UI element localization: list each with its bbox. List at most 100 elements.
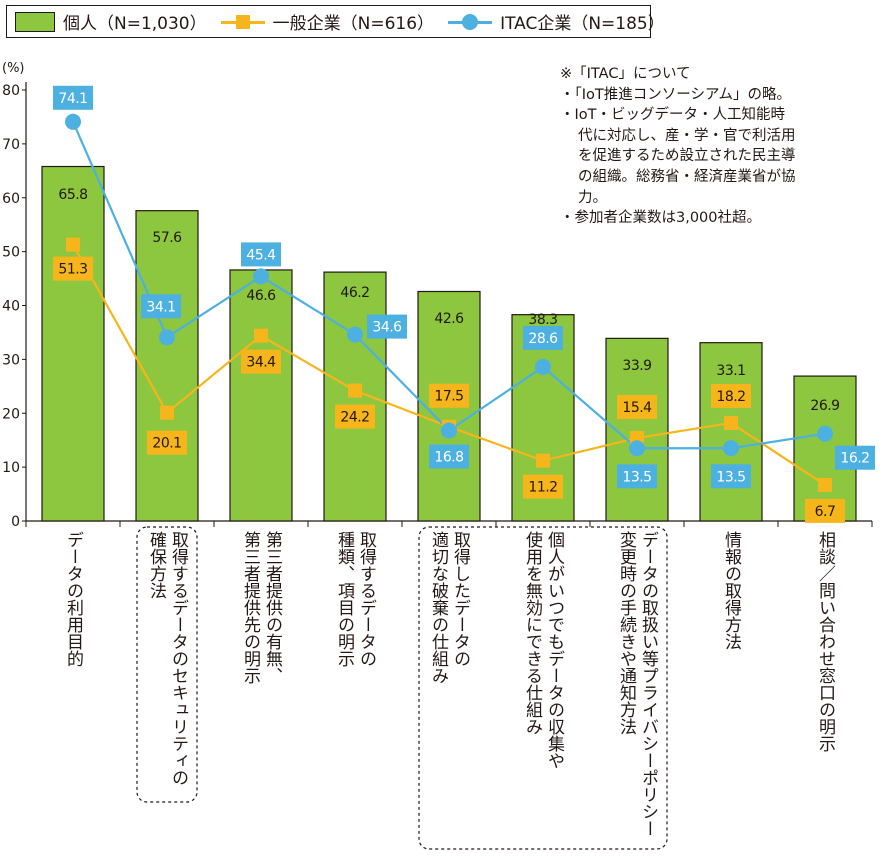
y-axis-unit: (%) xyxy=(2,61,25,76)
data-label-general: 18.2 xyxy=(716,389,745,405)
category-label: 情報の取得方法 xyxy=(721,531,742,650)
legend-item-general: 一般企業（N=616） xyxy=(220,9,435,34)
legend: 個人（N=1,030） 一般企業（N=616） ITAC企業（N=185） xyxy=(6,5,665,38)
point-itac xyxy=(159,329,175,346)
note-line: を促進するため設立された民主導 xyxy=(578,148,796,165)
data-label-general: 6.7 xyxy=(815,504,836,520)
data-label-itac-box xyxy=(711,464,751,489)
category-label: 取得したデータの xyxy=(450,531,471,667)
category-label: 種類、項目の明示 xyxy=(334,531,355,667)
data-label-itac: 28.6 xyxy=(528,331,558,347)
bar-data-label: 46.2 xyxy=(340,285,369,301)
point-general xyxy=(348,383,362,398)
data-label-itac-box xyxy=(241,242,281,267)
data-label-itac: 13.5 xyxy=(622,469,651,485)
category-label: 第三者提供の有無、 xyxy=(262,531,283,684)
category-group-box xyxy=(418,526,668,850)
data-label-general-box xyxy=(523,474,563,499)
data-label-itac-box xyxy=(835,445,875,470)
bar-data-label: 33.9 xyxy=(622,358,651,374)
legend-swatch-itac xyxy=(448,12,493,32)
y-tick-label: 80 xyxy=(2,83,20,99)
bar-data-label: 65.8 xyxy=(58,187,87,203)
point-general xyxy=(160,405,174,420)
category-label: 第三者提供先の明示 xyxy=(240,531,261,684)
data-label-itac-box xyxy=(617,464,657,489)
data-label-itac: 34.6 xyxy=(372,320,402,336)
legend-item-personal: 個人（N=1,030） xyxy=(15,9,207,34)
legend-label-personal: 個人（N=1,030） xyxy=(63,14,207,34)
category-label: 個人がいつでもデータの収集や xyxy=(544,531,565,769)
data-label-itac-box xyxy=(141,294,181,319)
point-general xyxy=(536,453,550,468)
point-general xyxy=(66,237,80,252)
y-tick-label: 50 xyxy=(2,245,20,261)
data-label-general: 24.2 xyxy=(340,410,369,426)
data-label-general: 51.3 xyxy=(58,262,87,278)
y-tick-label: 10 xyxy=(2,460,20,476)
note-line: 代に対応し、産・学・官で利活用 xyxy=(578,127,796,144)
point-general xyxy=(254,328,268,343)
data-label-general-box xyxy=(805,498,845,523)
data-label-general-box xyxy=(711,383,751,408)
data-label-general: 20.1 xyxy=(152,436,181,452)
category-label: データの利用目的 xyxy=(63,531,84,668)
y-tick-label: 70 xyxy=(2,137,20,153)
data-label-itac: 16.2 xyxy=(840,451,869,467)
data-label-itac: 34.1 xyxy=(146,299,175,315)
data-label-itac: 16.8 xyxy=(434,449,463,465)
category-label: 取得するデータの xyxy=(356,531,377,667)
data-label-general-box xyxy=(617,395,657,420)
data-label-general: 34.4 xyxy=(246,355,276,371)
y-tick-label: 20 xyxy=(2,406,20,422)
legend-swatch-personal xyxy=(15,11,55,32)
category-label: 使用を無効にできる仕組み xyxy=(522,530,543,735)
y-tick-label: 40 xyxy=(2,299,20,315)
data-label-general-box xyxy=(147,430,187,455)
data-label-itac-box xyxy=(53,85,93,110)
bar-data-label: 46.6 xyxy=(246,288,276,304)
category-label: 取得するデータのセキュリティの xyxy=(168,531,189,786)
data-label-general-box xyxy=(429,383,469,408)
bar xyxy=(41,165,105,522)
data-label-itac-box xyxy=(367,314,407,339)
point-itac xyxy=(723,440,739,457)
bar xyxy=(699,342,763,522)
point-general xyxy=(724,415,738,430)
point-itac xyxy=(253,268,269,285)
data-label-itac-box xyxy=(429,444,469,469)
itac-note: ※「ITAC」について ・「IoT推進コンソーシアム」の略。 ・IoT・ビッグデ… xyxy=(560,64,860,229)
note-line: 力。 xyxy=(578,189,607,206)
category-group-box xyxy=(136,526,198,803)
legend-label-itac: ITAC企業（N=185） xyxy=(500,14,665,34)
note-line: ・「IoT推進コンソーシアム」の略。 xyxy=(560,86,791,103)
category-label: 確保方法 xyxy=(146,531,167,599)
category-label: データの取扱い等プライバシーポリシー xyxy=(638,531,659,837)
data-label-general-box xyxy=(335,404,375,429)
data-label-general: 17.5 xyxy=(434,389,463,405)
category-label: 変更時の手続きや通知方法 xyxy=(616,531,637,735)
bar-data-label: 26.9 xyxy=(810,398,839,414)
note-line: ・参加者企業数は3,000社超。 xyxy=(560,210,762,227)
data-label-itac: 74.1 xyxy=(58,91,87,107)
category-label: 適切な破棄の仕組み xyxy=(428,531,449,684)
legend-item-itac: ITAC企業（N=185） xyxy=(448,9,665,34)
bar-data-label: 33.1 xyxy=(716,363,745,379)
y-tick-label: 60 xyxy=(2,191,20,207)
point-general xyxy=(818,477,832,492)
point-itac xyxy=(65,113,81,130)
bar-data-label: 42.6 xyxy=(434,311,464,327)
point-itac xyxy=(441,422,457,439)
note-line: の組織。総務省・経済産業省が協 xyxy=(578,168,796,185)
bar-data-label: 57.6 xyxy=(152,230,182,246)
legend-swatch-general xyxy=(220,12,265,32)
data-label-general-box xyxy=(241,349,281,374)
point-itac xyxy=(817,425,833,442)
data-label-itac: 45.4 xyxy=(246,247,276,263)
legend-label-general: 一般企業（N=616） xyxy=(272,14,435,34)
bar-data-label: 38.3 xyxy=(528,312,557,328)
point-itac xyxy=(535,358,551,375)
note-line: ・IoT・ビッグデータ・人工知能時 xyxy=(560,107,786,124)
data-label-itac-box xyxy=(523,325,563,350)
